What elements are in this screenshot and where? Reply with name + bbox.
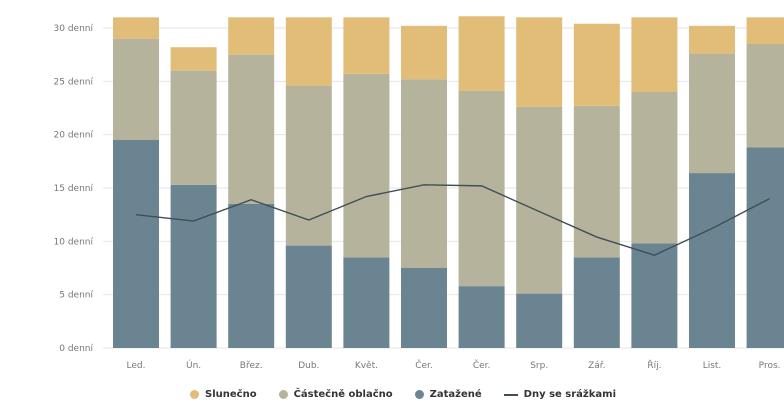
bar-segment[interactable]: [516, 293, 563, 348]
bar-segment[interactable]: [573, 23, 620, 106]
precipitation-line[interactable]: [135, 184, 770, 256]
bar-segment[interactable]: [573, 257, 620, 348]
bar-segment[interactable]: [401, 268, 447, 348]
bar-segment[interactable]: [516, 17, 563, 107]
y-tick-label: 0 denní: [59, 344, 93, 354]
x-tick-label: Dub.: [298, 361, 319, 371]
x-tick-label: Ún.: [186, 359, 201, 371]
bar-segment[interactable]: [401, 25, 447, 80]
bar-segment[interactable]: [458, 16, 505, 91]
x-tick-label: Břez.: [240, 361, 263, 371]
bar-segment[interactable]: [631, 17, 678, 92]
bar-segment[interactable]: [285, 245, 332, 348]
x-tick-label: List.: [703, 361, 722, 371]
x-tick-label: Říj.: [647, 360, 661, 371]
y-tick-label: 20 denní: [54, 131, 94, 141]
bar-segment[interactable]: [170, 70, 217, 185]
bar-segment[interactable]: [746, 17, 784, 44]
bar-segment[interactable]: [343, 73, 390, 258]
x-tick-label: Čer.: [415, 359, 433, 371]
bar-segment[interactable]: [631, 243, 678, 348]
sunny-swatch: [190, 390, 199, 399]
y-tick-label: 25 denní: [54, 77, 94, 87]
x-tick-label: Zář.: [588, 361, 605, 371]
bar-segment[interactable]: [228, 54, 275, 204]
x-tick-label: Květ.: [355, 361, 378, 371]
bar-segment[interactable]: [113, 38, 159, 140]
bar-segment[interactable]: [228, 17, 275, 55]
legend-label-precipitation: Dny se srážkami: [523, 389, 616, 400]
precipitation-swatch: [503, 393, 518, 396]
bar-segment[interactable]: [458, 286, 505, 348]
bar-segment[interactable]: [746, 147, 784, 348]
bar-segment[interactable]: [746, 44, 784, 148]
bar-segment[interactable]: [170, 47, 217, 71]
bar-segment[interactable]: [401, 79, 447, 268]
legend-label-sunny: Slunečno: [205, 389, 257, 400]
legend-label-overcast: Zatažené: [429, 389, 482, 400]
legend-item-partly-cloudy[interactable]: Částečně oblačno: [278, 389, 393, 400]
legend-item-overcast[interactable]: Zatažené: [414, 389, 482, 400]
bar-segment[interactable]: [113, 17, 159, 39]
bar-segment[interactable]: [573, 105, 620, 258]
y-tick-label: 15 denní: [54, 184, 94, 194]
partly-cloudy-swatch: [278, 390, 288, 399]
bar-segment[interactable]: [343, 17, 390, 74]
legend-label-partly-cloudy: Částečně oblačno: [293, 389, 393, 400]
bar-segment[interactable]: [689, 53, 735, 174]
bar-segment[interactable]: [113, 140, 159, 348]
bar-segment[interactable]: [170, 184, 217, 348]
bar-segment[interactable]: [458, 90, 505, 287]
x-tick-label: Čer.: [473, 359, 491, 371]
bar-segment[interactable]: [285, 85, 332, 246]
y-tick-label: 5 denní: [59, 291, 93, 301]
bar-segment[interactable]: [689, 25, 735, 54]
overcast-swatch: [414, 390, 424, 399]
legend-item-precipitation[interactable]: Dny se srážkami: [503, 389, 616, 400]
bar-segment[interactable]: [689, 173, 735, 348]
x-tick-label: Srp.: [530, 361, 548, 371]
y-tick-label: 10 denní: [54, 237, 94, 247]
y-tick-label: 30 denní: [54, 24, 94, 34]
x-tick-label: Led.: [127, 361, 146, 371]
bar-segment[interactable]: [516, 106, 563, 294]
x-tick-label: Pros.: [759, 361, 781, 371]
legend-item-sunny[interactable]: Slunečno: [190, 389, 257, 400]
bar-segment[interactable]: [285, 17, 332, 86]
bar-segment[interactable]: [631, 92, 678, 244]
bar-segment[interactable]: [343, 257, 390, 348]
bar-segment[interactable]: [228, 204, 275, 348]
legend: Slunečno Částečně oblačno Zatažené Dny s…: [190, 389, 616, 400]
